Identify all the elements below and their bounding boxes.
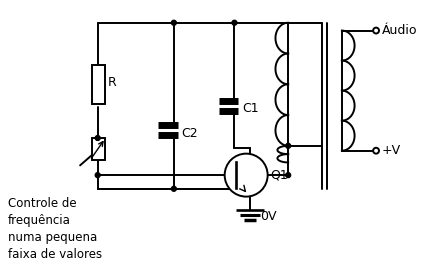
- Text: Controle de
frequência
numa pequena
faixa de valores: Controle de frequência numa pequena faix…: [8, 197, 102, 260]
- Text: Q1: Q1: [271, 169, 288, 182]
- Text: R: R: [107, 76, 116, 89]
- Circle shape: [171, 20, 176, 25]
- Text: C2: C2: [182, 126, 198, 140]
- Circle shape: [95, 136, 100, 140]
- Text: +V: +V: [382, 144, 401, 157]
- Text: Áudio: Áudio: [382, 24, 418, 37]
- Bar: [92, 138, 104, 160]
- Text: C1: C1: [242, 102, 259, 115]
- Circle shape: [286, 173, 291, 178]
- Circle shape: [373, 148, 379, 154]
- Circle shape: [171, 186, 176, 191]
- Circle shape: [286, 143, 291, 148]
- Bar: [92, 65, 104, 104]
- Circle shape: [95, 173, 100, 178]
- Text: 0V: 0V: [260, 210, 276, 223]
- Circle shape: [232, 20, 237, 25]
- Circle shape: [373, 28, 379, 33]
- Circle shape: [225, 154, 268, 197]
